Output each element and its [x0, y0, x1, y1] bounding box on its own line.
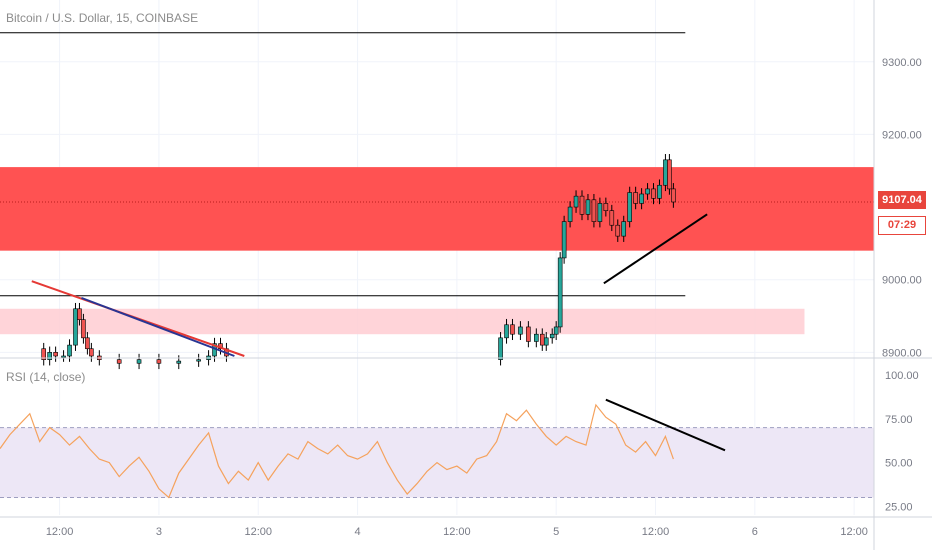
- time-tick-label: 6: [752, 526, 758, 538]
- zone-band: [0, 308, 805, 335]
- zone-band: [0, 167, 874, 251]
- candle-body: [557, 257, 563, 328]
- candle-body: [573, 195, 579, 208]
- time-tick-label: 12:00: [840, 526, 868, 538]
- price-tick-label: 9000.00: [882, 275, 922, 287]
- grid: [0, 0, 874, 515]
- time-tick-label: 12:00: [244, 526, 272, 538]
- rsi-trendline: [605, 398, 726, 452]
- candle-body: [667, 159, 672, 190]
- time-tick-label: 4: [354, 526, 360, 538]
- candle-body: [526, 326, 531, 342]
- candle-body: [561, 221, 567, 259]
- price-tick-label: 9300.00: [882, 57, 922, 69]
- candle-body: [663, 159, 668, 186]
- rsi-tick-label: 50.00: [885, 458, 913, 470]
- time-tick-label: 3: [156, 526, 162, 538]
- candle-body: [603, 203, 609, 211]
- candle-body: [671, 188, 676, 203]
- candle-body: [77, 308, 82, 320]
- candle-body: [621, 221, 627, 237]
- candle-body: [657, 184, 662, 199]
- candle-body: [89, 348, 94, 357]
- trendline: [81, 296, 235, 357]
- trendlines: [31, 213, 708, 357]
- candle-body: [639, 193, 644, 204]
- candle-body: [136, 359, 142, 364]
- candle-body: [47, 352, 52, 360]
- candle-body: [549, 333, 555, 339]
- rsi-tick-label: 100.00: [885, 370, 919, 382]
- time-tick-label: 12:00: [46, 526, 74, 538]
- time-tick-label: 12:00: [443, 526, 471, 538]
- candle-body: [585, 199, 591, 215]
- candle-body: [591, 199, 597, 222]
- zones: [0, 167, 874, 335]
- candle-body: [553, 326, 559, 335]
- countdown-tag: 07:29: [878, 216, 926, 235]
- axes: 9300.00 9200.00 9000.00 8900.00 100.00 75.00 5…: [46, 0, 922, 550]
- candle-body: [196, 359, 201, 362]
- candle-body: [510, 324, 515, 335]
- candle-body: [579, 195, 585, 215]
- candle-body: [539, 333, 545, 346]
- candle-body: [534, 333, 539, 342]
- candle-body: [85, 337, 90, 350]
- rsi-line: [0, 403, 674, 499]
- candle-body: [81, 319, 86, 339]
- candle-body: [156, 359, 162, 364]
- price-tick-label: 9200.00: [882, 129, 922, 141]
- candle-body: [61, 355, 66, 358]
- rsi-tick-label: 75.00: [885, 414, 913, 426]
- candle-body: [609, 210, 615, 226]
- candle-body: [176, 360, 182, 364]
- candles: [41, 154, 676, 370]
- candle-body: [615, 224, 621, 237]
- candle-body: [651, 188, 656, 199]
- candle-body: [597, 203, 603, 222]
- time-tick-label: 12:00: [642, 526, 670, 538]
- candle-body: [73, 308, 78, 346]
- candle-body: [498, 337, 503, 360]
- rsi-tick-label: 25.00: [885, 501, 913, 513]
- candle-body: [41, 348, 47, 360]
- candle-body: [633, 192, 638, 204]
- rsi-pane: [0, 357, 932, 518]
- price-tick-label: 8900.00: [882, 347, 922, 359]
- candle-body: [53, 352, 58, 357]
- symbol-title: Bitcoin / U.S. Dollar, 15, COINBASE: [6, 11, 199, 25]
- time-tick-label: 5: [553, 526, 559, 538]
- candle-body: [645, 188, 650, 195]
- candle-body: [543, 337, 549, 346]
- candle-body: [504, 324, 509, 339]
- candle-body: [627, 192, 632, 222]
- candle-body: [67, 344, 72, 357]
- horizontal-lines: [0, 32, 874, 297]
- candle-body: [116, 359, 122, 364]
- candle-body: [567, 206, 573, 222]
- trendline: [603, 213, 708, 285]
- current-price-tag: 9107.04: [878, 191, 926, 209]
- candle-body: [518, 326, 523, 335]
- rsi-title: RSI (14, close): [6, 370, 86, 384]
